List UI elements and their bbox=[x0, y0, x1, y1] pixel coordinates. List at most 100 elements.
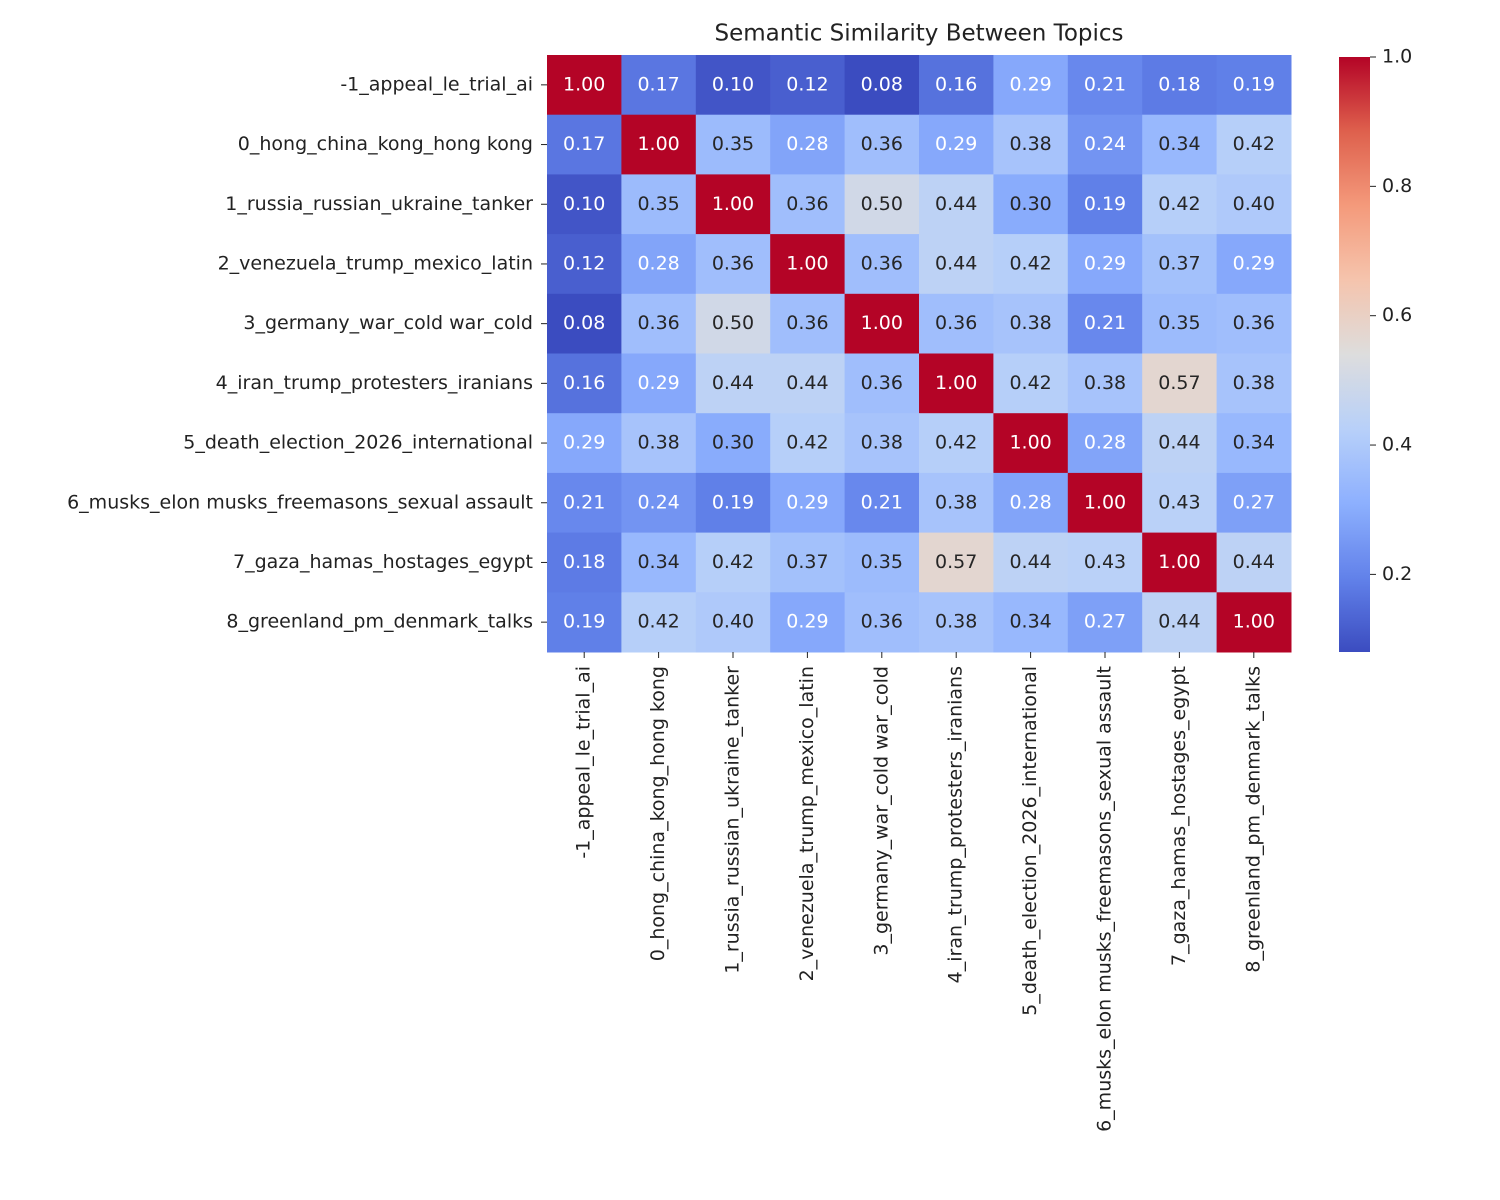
heatmap-cell bbox=[1142, 353, 1218, 414]
heatmap-cell bbox=[844, 114, 920, 175]
cell-label: 0.42 bbox=[712, 551, 754, 573]
cell-label: 0.08 bbox=[563, 312, 605, 334]
heatmap-cell bbox=[844, 293, 920, 354]
heatmap-cell bbox=[1216, 114, 1292, 175]
heatmap-cell bbox=[770, 413, 846, 474]
chart-title: Semantic Similarity Between Topics bbox=[714, 21, 1123, 47]
heatmap-cell bbox=[547, 234, 622, 295]
cell-label: 0.38 bbox=[1009, 312, 1051, 334]
heatmap-cell bbox=[993, 293, 1069, 354]
cell-label: 0.44 bbox=[935, 193, 977, 215]
colorbar-tick-label: 1.0 bbox=[1382, 46, 1412, 68]
cell-label: 0.40 bbox=[712, 611, 754, 633]
y-tick-label: 3_germany_war_cold war_cold bbox=[243, 312, 533, 334]
y-tick-label: 8_greenland_pm_denmark_talks bbox=[226, 611, 533, 633]
cell-label: 0.50 bbox=[712, 312, 754, 334]
cell-label: 0.42 bbox=[1158, 193, 1200, 215]
heatmap-cell bbox=[919, 55, 994, 116]
heatmap-cell bbox=[1142, 114, 1218, 175]
cell-label: 0.21 bbox=[1084, 73, 1126, 95]
y-tick-label: -1_appeal_le_trial_ai bbox=[340, 73, 533, 95]
heatmap-cell bbox=[621, 114, 697, 175]
cell-label: 0.19 bbox=[563, 611, 605, 633]
cell-label: 0.21 bbox=[861, 491, 903, 513]
cell-label: 1.00 bbox=[1233, 611, 1275, 633]
heatmap-cell bbox=[1067, 174, 1143, 235]
heatmap-cell bbox=[844, 353, 920, 414]
heatmap-cell bbox=[695, 532, 771, 593]
heatmap-cell bbox=[844, 472, 920, 534]
heatmap-cell bbox=[1216, 472, 1292, 534]
y-tick-label: 4_iran_trump_protesters_iranians bbox=[216, 372, 533, 394]
cell-label: 0.36 bbox=[861, 611, 903, 633]
cell-label: 0.38 bbox=[1084, 372, 1126, 394]
heatmap-cell bbox=[621, 472, 697, 534]
cell-label: 0.28 bbox=[1009, 491, 1051, 513]
heatmap-cell bbox=[1216, 234, 1292, 295]
heatmap-cell bbox=[1216, 592, 1292, 653]
heatmap-cell bbox=[770, 353, 846, 414]
heatmap-cell bbox=[621, 174, 697, 235]
heatmap-cell bbox=[1142, 592, 1218, 653]
x-tick-label: 8_greenland_pm_denmark_talks bbox=[1242, 666, 1264, 973]
cell-label: 0.44 bbox=[1009, 551, 1051, 573]
cell-label: 0.36 bbox=[786, 193, 828, 215]
heatmap-cell bbox=[695, 353, 771, 414]
heatmap-cell bbox=[1067, 592, 1143, 653]
cell-label: 0.44 bbox=[1158, 432, 1200, 454]
cell-label: 0.29 bbox=[786, 491, 828, 513]
cell-label: 0.28 bbox=[1084, 432, 1126, 454]
x-tick-label: 4_iran_trump_protesters_iranians bbox=[945, 666, 967, 983]
cell-label: 0.19 bbox=[1084, 193, 1126, 215]
cell-label: 0.35 bbox=[1158, 312, 1200, 334]
cell-label: 0.34 bbox=[1233, 432, 1275, 454]
heatmap-cell bbox=[621, 413, 697, 474]
heatmap-cell bbox=[547, 413, 622, 474]
cell-label: 0.38 bbox=[861, 432, 903, 454]
heatmap-cell bbox=[1142, 174, 1218, 235]
cell-label: 0.57 bbox=[1158, 372, 1200, 394]
cell-label: 0.18 bbox=[563, 551, 605, 573]
cell-label: 0.17 bbox=[563, 133, 605, 155]
cell-label: 1.00 bbox=[563, 73, 605, 95]
cell-label: 0.43 bbox=[1084, 551, 1126, 573]
heatmap-cell bbox=[1067, 293, 1143, 354]
cell-label: 0.38 bbox=[1233, 372, 1275, 394]
cell-label: 0.19 bbox=[712, 491, 754, 513]
cell-label: 0.36 bbox=[861, 133, 903, 155]
colorbar bbox=[1339, 57, 1370, 652]
cell-label: 0.30 bbox=[712, 432, 754, 454]
cell-label: 0.36 bbox=[1233, 312, 1275, 334]
cell-label: 1.00 bbox=[1009, 432, 1051, 454]
heatmap-cell bbox=[993, 353, 1069, 414]
heatmap-cell bbox=[1067, 55, 1143, 116]
heatmap-cell bbox=[1216, 532, 1292, 593]
cell-label: 0.42 bbox=[935, 432, 977, 454]
cell-label: 0.29 bbox=[563, 432, 605, 454]
cell-label: 0.36 bbox=[935, 312, 977, 334]
cell-label: 1.00 bbox=[861, 312, 903, 334]
heatmap-cell bbox=[1067, 532, 1143, 593]
x-tick-label: 3_germany_war_cold war_cold bbox=[870, 666, 892, 956]
heatmap-cell bbox=[993, 532, 1069, 593]
cell-label: 0.10 bbox=[563, 193, 605, 215]
heatmap-cell bbox=[919, 293, 994, 354]
heatmap-cell bbox=[919, 353, 994, 414]
cell-label: 0.40 bbox=[1233, 193, 1275, 215]
cell-label: 0.17 bbox=[637, 73, 679, 95]
heatmap-cell bbox=[844, 174, 920, 235]
cell-label: 0.36 bbox=[637, 312, 679, 334]
heatmap-cell bbox=[547, 592, 622, 653]
heatmap-cell bbox=[621, 55, 697, 116]
heatmap-cell bbox=[919, 413, 994, 474]
heatmap-cell bbox=[993, 592, 1069, 653]
heatmap-cell bbox=[1216, 55, 1292, 116]
y-tick-label: 1_russia_russian_ukraine_tanker bbox=[225, 193, 533, 215]
heatmap-cell bbox=[919, 532, 994, 593]
cell-label: 0.19 bbox=[1233, 73, 1275, 95]
heatmap-cell bbox=[1067, 234, 1143, 295]
cell-label: 1.00 bbox=[1084, 491, 1126, 513]
heatmap-cell bbox=[770, 592, 846, 653]
heatmap-cell bbox=[993, 413, 1069, 474]
heatmap-cell bbox=[547, 532, 622, 593]
